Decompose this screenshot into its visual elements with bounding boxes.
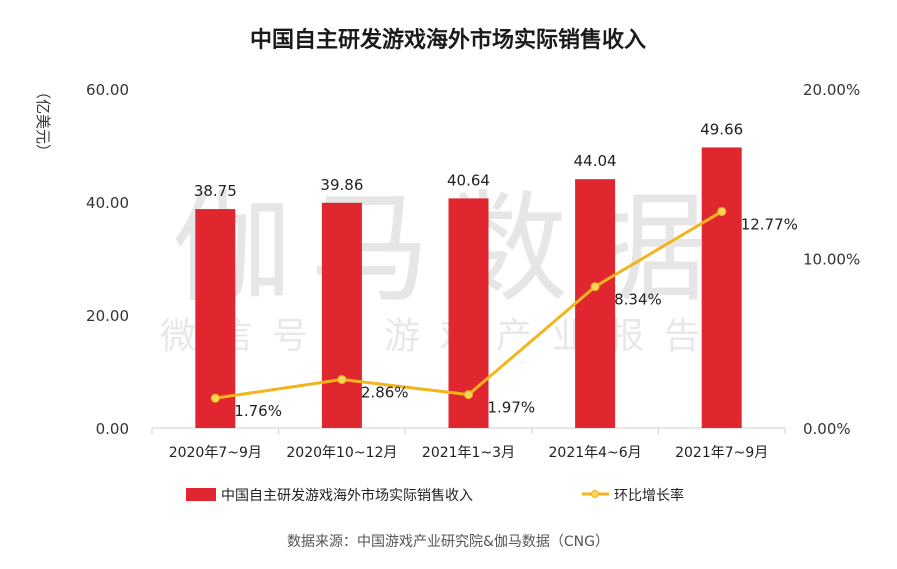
- y-axis-label: （亿美元）: [34, 84, 52, 159]
- x-tick-label: 2021年7~9月: [675, 445, 768, 461]
- watermark-main: 伽马数据: [172, 180, 724, 319]
- y-tick-label: 0.00: [96, 420, 129, 438]
- y-tick-label: 60.00: [86, 81, 129, 99]
- bar: [701, 147, 742, 428]
- bar-value-label: 40.64: [447, 171, 490, 189]
- bar-value-label: 49.66: [700, 120, 743, 138]
- source-note: 数据来源：中国游戏产业研究院&伽马数据（CNG）: [287, 534, 609, 550]
- line-point: [464, 390, 473, 400]
- watermark-sub: 微信号：游戏产业报告: [160, 316, 720, 357]
- legend-line-label: 环比增长率: [614, 487, 684, 504]
- x-tick-label: 2021年4~6月: [549, 445, 642, 461]
- legend: 中国自主研发游戏海外市场实际销售收入 环比增长率: [186, 487, 684, 504]
- chart-title: 中国自主研发游戏海外市场实际销售收入: [250, 27, 646, 53]
- line-value-label: 1.76%: [234, 402, 282, 420]
- x-tick-label: 2021年1~3月: [422, 445, 515, 461]
- line-value-label: 1.97%: [488, 399, 536, 417]
- line-value-label: 12.77%: [741, 216, 798, 234]
- x-tick-label: 2020年10~12月: [286, 445, 397, 461]
- legend-bar-swatch: [186, 488, 216, 501]
- y2-tick-label: 20.00%: [803, 81, 860, 99]
- bar-value-label: 38.75: [194, 182, 237, 200]
- y-tick-label: 40.00: [86, 194, 129, 212]
- y-tick-label: 20.00: [86, 307, 129, 325]
- line-value-label: 8.34%: [614, 291, 662, 309]
- bar: [195, 209, 236, 428]
- bar-value-label: 44.04: [574, 152, 617, 170]
- y2-tick-label: 10.00%: [803, 251, 860, 269]
- line-point: [210, 393, 220, 403]
- x-tick-label: 2020年7~9月: [169, 445, 262, 461]
- legend-bar-label: 中国自主研发游戏海外市场实际销售收入: [221, 487, 473, 504]
- line-point: [590, 282, 600, 292]
- line-point: [337, 375, 347, 385]
- bar: [575, 179, 616, 428]
- y2-tick-label: 0.00%: [803, 420, 851, 438]
- line-value-label: 2.86%: [361, 384, 409, 402]
- bar-value-label: 39.86: [320, 176, 363, 194]
- bar: [448, 198, 489, 428]
- line-point: [717, 207, 727, 217]
- legend-line-marker: [591, 490, 599, 498]
- bar: [321, 202, 362, 428]
